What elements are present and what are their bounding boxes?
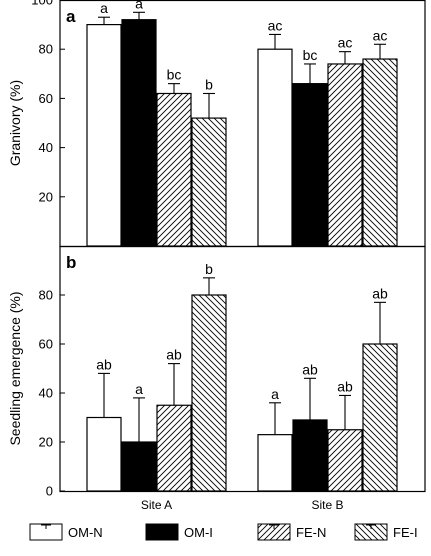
panel-b-bar-om-i-site-a [121, 441, 157, 492]
legend-swatch-om-n [29, 523, 63, 541]
panel-b-sig-letter-om-n-1: a [271, 386, 279, 402]
legend-label-om-n: OM-N [68, 525, 103, 540]
panel-b-sig-letter-om-i-1: ab [302, 361, 318, 377]
panel-a-bar-om-i-site-b [292, 83, 328, 247]
panel-a-bar-fe-n-site-b [327, 63, 363, 247]
panel-b-bar-om-n-site-a [86, 416, 122, 492]
panel-a-bar-om-n-site-b [257, 48, 293, 247]
panel-b-sig-letter-om-i-0: a [135, 381, 143, 397]
panel-b-bar-om-i-site-b [292, 419, 328, 492]
panel-b-letter: b [66, 253, 76, 272]
panel-a-sig-letter-om-n-1: ac [268, 17, 283, 33]
panel-a-sig-letter-fe-n-1: ac [338, 35, 353, 51]
legend-swatch-fe-n [257, 523, 291, 541]
panel-a-bar-om-i-site-a [121, 19, 157, 247]
panel-a-bar-fe-i-site-a [191, 117, 227, 247]
legend-swatch-fe-i [354, 523, 388, 541]
panel-a-ylabel: Granivory (%) [7, 80, 23, 166]
x-category-label-1: Site B [311, 498, 343, 512]
panel-a-sig-letter-fe-i-0: b [205, 76, 213, 92]
panel-b-ylabel: Seedling emergence (%) [7, 291, 23, 445]
panel-b-ytick-label-1: 20 [39, 435, 53, 450]
panel-b-ytick-label-4: 80 [39, 288, 53, 303]
panel-b-sig-letter-fe-n-1: ab [337, 378, 353, 394]
panel-a-ytick-label-1: 40 [39, 140, 53, 155]
panel-a-bar-fe-i-site-b [362, 58, 398, 247]
panel-b-sig-letter-fe-i-1: ab [372, 285, 388, 301]
panel-b-frame [59, 245, 426, 493]
panel-b-sig-letter-fe-i-0: b [205, 261, 213, 277]
panel-a-sig-letter-om-i-0: a [135, 0, 143, 11]
x-category-label-0: Site A [141, 498, 172, 512]
panel-a-sig-letter-fe-n-0: bc [167, 67, 182, 83]
panel-b-ytick-label-3: 60 [39, 337, 53, 352]
panel-a-ytick-label-4: 100 [31, 0, 53, 8]
panel-b-bar-fe-n-site-a [156, 404, 192, 492]
panel-a-sig-letter-om-n-0: a [100, 0, 108, 16]
panel-b-sig-letter-fe-n-0: ab [166, 347, 182, 363]
panel-b-ytick-label-2: 40 [39, 386, 53, 401]
panel-b-bar-om-n-site-b [257, 434, 293, 492]
panel-a-sig-letter-fe-i-1: ac [373, 27, 388, 43]
legend-swatch-om-i [145, 523, 179, 541]
legend-label-om-i: OM-I [184, 525, 213, 540]
legend-label-fe-n: FE-N [296, 525, 326, 540]
panel-b-ytick-label-0: 0 [46, 484, 53, 499]
panel-a-bar-fe-n-site-a [156, 92, 192, 247]
legend-label-fe-i: FE-I [393, 525, 418, 540]
panel-a-ytick-label-0: 20 [39, 189, 53, 204]
panel-b-bar-fe-n-site-b [327, 429, 363, 492]
panel-b-bar-fe-i-site-a [191, 294, 227, 492]
panel-a-ytick-label-2: 60 [39, 91, 53, 106]
panel-a-letter: a [66, 7, 76, 26]
panel-a-bar-om-n-site-a [86, 24, 122, 247]
panel-a-sig-letter-om-i-1: bc [303, 47, 318, 63]
panel-a-ytick-label-3: 80 [39, 42, 53, 57]
panel-b-bar-fe-i-site-b [362, 343, 398, 492]
panel-b-sig-letter-om-n-0: ab [96, 356, 112, 372]
